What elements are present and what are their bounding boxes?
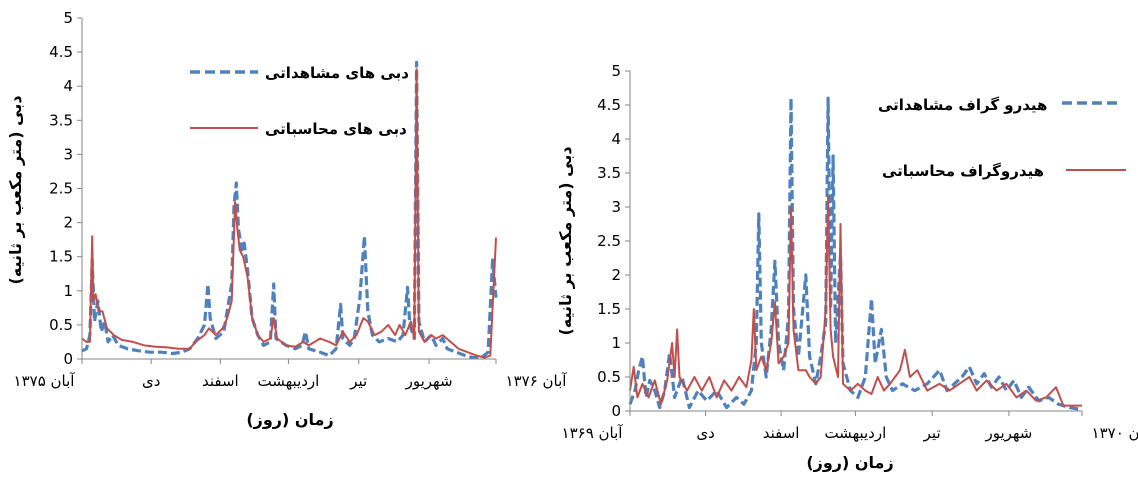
left-chart-x-ticks: آبان ۱۳۷۵ دی اسفند اردیبهشت تیر شهریور آبان ۱۳… — [14, 359, 568, 390]
left-chart-legend: دبی های مشاهداتی دبی های محاسباتی — [190, 64, 409, 138]
left-y-tick-label: 3.5 — [49, 111, 73, 129]
right-chart-legend: هیدرو گراف مشاهداتی هیدروگراف محاسباتی — [878, 96, 1126, 180]
right-legend-observed-label: هیدرو گراف مشاهداتی — [878, 96, 1047, 114]
right-series-observed-line — [628, 96, 1083, 412]
left-y-tick-label: 1.5 — [49, 248, 73, 266]
left-chart-series — [81, 60, 498, 360]
right-x-tick-label: اسفند — [763, 424, 800, 442]
left-chart-x-axis-label: زمان (روز) — [246, 410, 333, 429]
left-x-tick-label: آبان ۱۳۷۶ — [506, 372, 568, 390]
left-x-tick-label: اسفند — [202, 372, 239, 390]
left-series-computed-line — [81, 68, 497, 359]
left-y-tick-label: 4.5 — [49, 43, 73, 61]
left-x-tick-label: شهریور — [405, 372, 453, 390]
left-y-tick-label: 4 — [63, 77, 73, 95]
right-x-tick-label: اردیبهشت — [824, 424, 886, 442]
right-chart-y-ticks: 0 0.5 1 1.5 2 2.5 3 3.5 4 4.5 5 — [597, 62, 630, 420]
left-legend-observed-label: دبی های مشاهداتی — [265, 64, 409, 82]
right-y-tick-label: 3.5 — [597, 164, 621, 182]
right-y-tick-label: 0 — [611, 402, 621, 420]
right-y-tick-label: 4 — [611, 130, 621, 148]
right-y-tick-label: 4.5 — [597, 96, 621, 114]
right-series-computed-line — [629, 195, 1082, 407]
right-y-tick-label: 2.5 — [597, 232, 621, 250]
left-chart: 0 0.5 1 1.5 2 2.5 3 3.5 4 4.5 5 آبان ۱۳۷۵ دی اسفند ار… — [6, 9, 567, 429]
left-y-tick-label: 5 — [63, 9, 73, 27]
left-chart-y-ticks: 0 0.5 1 1.5 2 2.5 3 3.5 4 4.5 5 — [49, 9, 82, 368]
right-y-tick-label: 2 — [611, 266, 621, 284]
right-y-tick-label: 1 — [611, 334, 621, 352]
right-y-tick-label: 3 — [611, 198, 621, 216]
right-chart-series — [628, 96, 1083, 412]
right-x-tick-label: دی — [696, 424, 714, 442]
right-x-tick-label: آبان ۱۳۷۰ — [1092, 424, 1138, 442]
right-x-tick-label: شهریور — [984, 424, 1032, 442]
right-chart: 0 0.5 1 1.5 2 2.5 3 3.5 4 4.5 5 آبان ۱۳۶۹ دی اسفند ار… — [556, 62, 1138, 472]
left-y-tick-label: 0 — [63, 350, 73, 368]
right-y-tick-label: 0.5 — [597, 368, 621, 386]
left-x-tick-label: دی — [142, 372, 160, 390]
left-y-tick-label: 1 — [63, 282, 73, 300]
right-legend-computed-label: هیدروگراف محاسباتی — [882, 162, 1044, 180]
left-chart-y-axis-label: دبی (متر مکعب بر ثانیه) — [6, 95, 25, 284]
right-chart-x-ticks: آبان ۱۳۶۹ دی اسفند اردیبهشت تیر شهریور آبان ۱۳… — [562, 411, 1138, 442]
left-series-observed-line — [81, 60, 498, 360]
right-x-tick-label: تیر — [923, 424, 941, 442]
left-y-tick-label: 0.5 — [49, 316, 73, 334]
right-y-tick-label: 1.5 — [597, 300, 621, 318]
right-chart-x-axis-label: زمان (روز) — [806, 453, 893, 472]
right-y-tick-label: 5 — [611, 62, 621, 80]
left-y-tick-label: 2 — [63, 214, 73, 232]
left-x-tick-label: تیر — [349, 372, 367, 390]
right-chart-y-axis-label: دبی (متر مکعب بر ثانیه) — [556, 146, 575, 335]
left-x-tick-label: اردیبهشت — [258, 372, 320, 390]
left-y-tick-label: 2.5 — [49, 180, 73, 198]
left-legend-computed-label: دبی های محاسباتی — [265, 120, 407, 138]
right-x-tick-label: آبان ۱۳۶۹ — [562, 424, 624, 442]
left-y-tick-label: 3 — [63, 145, 73, 163]
left-x-tick-label: آبان ۱۳۷۵ — [14, 372, 76, 390]
